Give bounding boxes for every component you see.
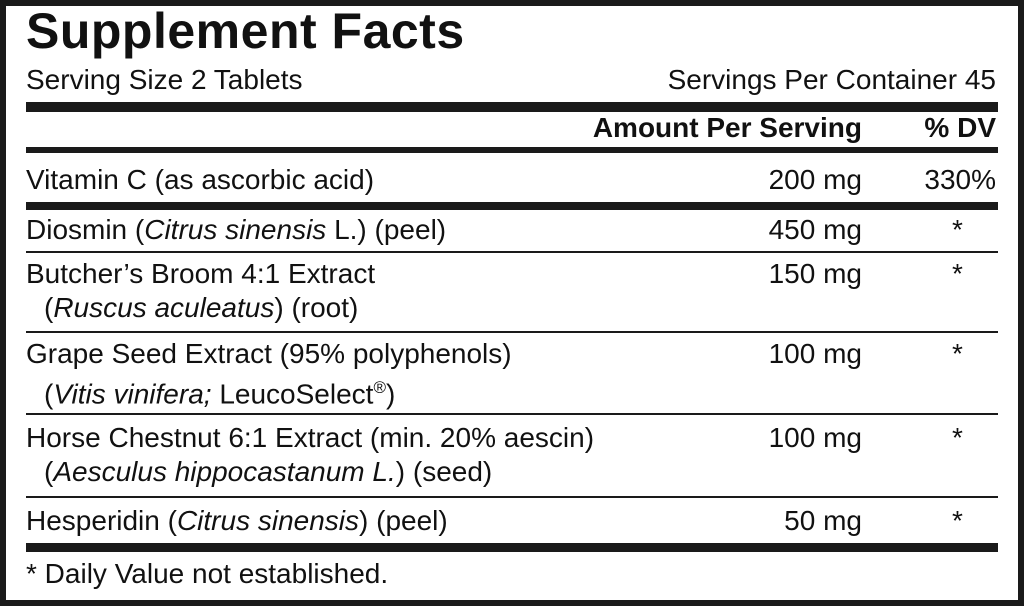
divider-medium (26, 147, 998, 153)
row-dv: * (952, 338, 963, 369)
page-title: Supplement Facts (26, 3, 465, 59)
row-dv: * (952, 422, 963, 453)
row-name: Butcher’s Broom 4:1 Extract (26, 258, 376, 289)
divider-thin (26, 496, 998, 498)
row-amount: 200 mg (768, 164, 862, 195)
row-amount: 100 mg (768, 338, 862, 369)
row-amount: 450 mg (768, 214, 862, 245)
row-subname: (Vitis vinifera; LeucoSelect®) (44, 378, 396, 410)
row-amount: 150 mg (768, 258, 862, 289)
row-dv: * (952, 505, 963, 536)
serving-size: Serving Size 2 Tablets (26, 64, 303, 95)
row-dv: 330% (924, 164, 996, 195)
divider-thin (26, 251, 998, 253)
row-name: Grape Seed Extract (95% polyphenols) (26, 338, 512, 369)
servings-per-container: Servings Per Container 45 (667, 64, 996, 95)
row-amount: 50 mg (784, 505, 862, 536)
row-subname: (Aesculus hippocastanum L.) (seed) (44, 456, 493, 487)
row-subname: (Ruscus aculeatus) (root) (44, 292, 359, 323)
divider-thick (26, 202, 998, 210)
divider-thick (26, 102, 998, 112)
divider-thick (26, 543, 998, 552)
divider-thin (26, 331, 998, 333)
row-name: Diosmin (Citrus sinensis L.) (peel) (26, 214, 447, 245)
row-name: Horse Chestnut 6:1 Extract (min. 20% aes… (26, 422, 595, 453)
row-dv: * (952, 258, 963, 289)
row-name: Hesperidin (Citrus sinensis) (peel) (26, 505, 448, 536)
divider-thin (26, 413, 998, 415)
header-amount: Amount Per Serving (592, 112, 862, 143)
footnote: * Daily Value not established. (26, 558, 389, 589)
row-amount: 100 mg (768, 422, 862, 453)
row-dv: * (952, 214, 963, 245)
header-dv: % DV (924, 112, 996, 143)
row-name: Vitamin C (as ascorbic acid) (26, 164, 375, 195)
